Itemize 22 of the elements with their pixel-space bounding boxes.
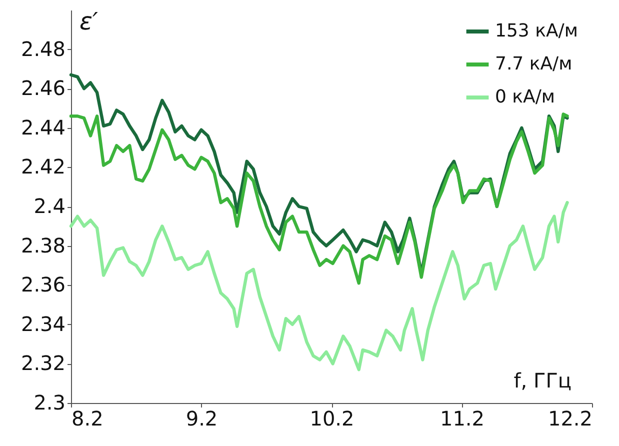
x-axis-title: f, ГГц [514, 368, 572, 392]
x-tick-label: 9.2 [186, 406, 218, 430]
y-tick-label: 2.36 [20, 272, 66, 297]
y-tick-label: 2.48 [20, 36, 66, 61]
legend-label: 0 кА/м [495, 86, 556, 108]
y-tick-label: 2.32 [20, 351, 66, 376]
line-series [69, 112, 569, 285]
legend-label: 153 кА/м [495, 20, 578, 42]
y-tick-label: 2.46 [20, 76, 66, 100]
x-tick-label: 8.2 [72, 406, 104, 430]
y-tick-label: 2.38 [20, 233, 66, 258]
y-tick-label: 2.3 [34, 390, 66, 414]
y-tick-label: 2.4 [34, 194, 66, 218]
y-tick-label: 2.42 [20, 154, 66, 179]
x-tick-label: 10.2 [310, 406, 354, 430]
legend-label: 7.7 кА/м [495, 54, 572, 74]
y-tick-label: 2.34 [20, 312, 66, 336]
x-tick-label: 12.2 [548, 406, 592, 430]
y-axis-title: ε′ [80, 8, 98, 36]
y-tick-label: 2.44 [20, 115, 66, 140]
line-series [69, 200, 569, 372]
x-tick-label: 11.2 [440, 406, 485, 430]
